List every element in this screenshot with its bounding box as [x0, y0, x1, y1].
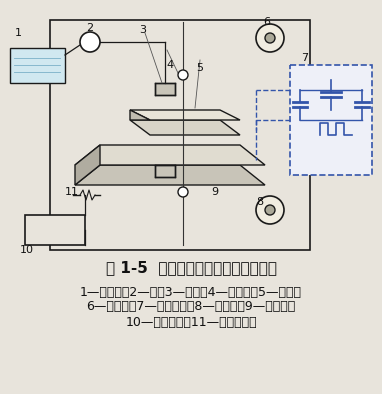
Text: 7: 7 — [301, 53, 309, 63]
Circle shape — [265, 205, 275, 215]
Text: 10—数控装置；11—步进电动机: 10—数控装置；11—步进电动机 — [125, 316, 257, 329]
Text: 3: 3 — [139, 25, 147, 35]
Text: 图 1-5  中走丝电火花线切割加工原理: 图 1-5 中走丝电火花线切割加工原理 — [105, 260, 277, 275]
Text: 4: 4 — [167, 60, 173, 70]
Circle shape — [178, 70, 188, 80]
Polygon shape — [75, 145, 265, 165]
Circle shape — [256, 196, 284, 224]
Bar — [290, 65, 372, 175]
Polygon shape — [155, 165, 175, 177]
Circle shape — [265, 33, 275, 43]
Text: 11: 11 — [65, 187, 79, 197]
Polygon shape — [130, 110, 150, 120]
Polygon shape — [130, 120, 240, 135]
Circle shape — [178, 187, 188, 197]
Text: 6—运丝筒；7—脉冲电源；8—电极丝；9—工作台；: 6—运丝筒；7—脉冲电源；8—电极丝；9—工作台； — [86, 301, 296, 314]
Circle shape — [256, 24, 284, 52]
Bar — [10, 48, 65, 83]
Text: 5: 5 — [196, 63, 204, 73]
Polygon shape — [75, 165, 265, 185]
Text: 10: 10 — [20, 245, 34, 255]
Polygon shape — [75, 145, 100, 185]
Polygon shape — [130, 110, 240, 120]
Bar — [25, 215, 85, 245]
Text: 1: 1 — [15, 28, 21, 38]
Text: 6: 6 — [264, 17, 270, 27]
Text: 2: 2 — [86, 23, 94, 33]
Text: 9: 9 — [212, 187, 219, 197]
Bar — [50, 20, 310, 250]
Text: 8: 8 — [256, 197, 264, 207]
Text: 1—工作液；2—泵；3—喷嘴；4—导向器；5—工件；: 1—工作液；2—泵；3—喷嘴；4—导向器；5—工件； — [80, 286, 302, 299]
Circle shape — [80, 32, 100, 52]
Polygon shape — [155, 83, 175, 95]
